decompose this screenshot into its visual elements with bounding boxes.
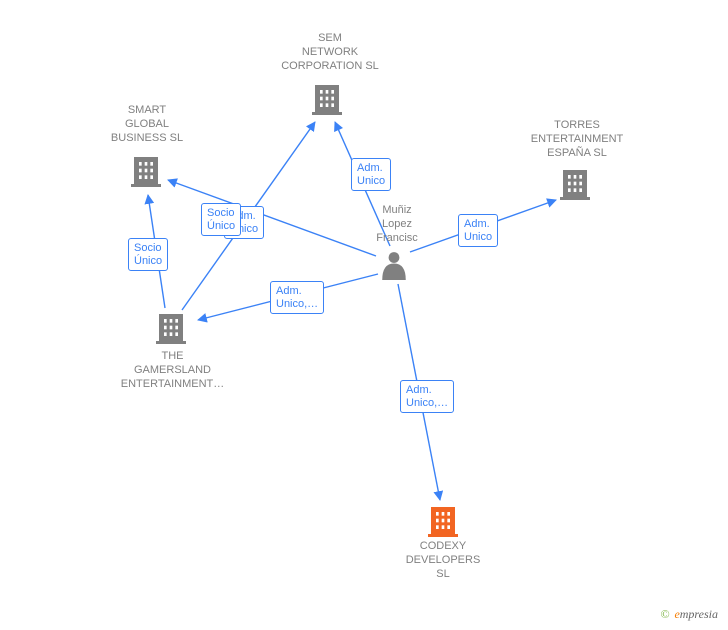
edge-label-p-codexy: Adm. Unico,… <box>400 380 454 413</box>
node-label-gamers: THE GAMERSLAND ENTERTAINMENT… <box>110 350 235 391</box>
edge-label-g-smart: Socio Único <box>128 238 168 271</box>
building-icon-smart <box>131 157 161 187</box>
node-label-person: Muñiz Lopez Francisc <box>362 204 432 245</box>
watermark-brand-rest: mpresia <box>680 607 718 621</box>
building-icon-torres <box>560 170 590 200</box>
edge-label-p-torres: Adm. Unico <box>458 214 498 247</box>
person-icon <box>382 252 406 280</box>
node-label-smart: SMART GLOBAL BUSINESS SL <box>97 104 197 145</box>
node-label-sem: SEM NETWORK CORPORATION SL <box>270 32 390 73</box>
edge-label-g-sem: Socio Único <box>201 203 241 236</box>
node-label-torres: TORRES ENTERTAINMENT ESPAÑA SL <box>517 119 637 160</box>
building-icon-codexy <box>428 507 458 537</box>
watermark: © empresia <box>660 607 718 622</box>
diagram-canvas <box>0 0 728 630</box>
edge-label-p-sem: Adm. Unico <box>351 158 391 191</box>
building-icon-sem <box>312 85 342 115</box>
edge-label-p-gamers: Adm. Unico,… <box>270 281 324 314</box>
node-label-codexy: CODEXY DEVELOPERS SL <box>393 540 493 581</box>
building-icon-gamers <box>156 314 186 344</box>
copyright-symbol: © <box>660 607 669 621</box>
edge-p_smart <box>168 180 376 256</box>
